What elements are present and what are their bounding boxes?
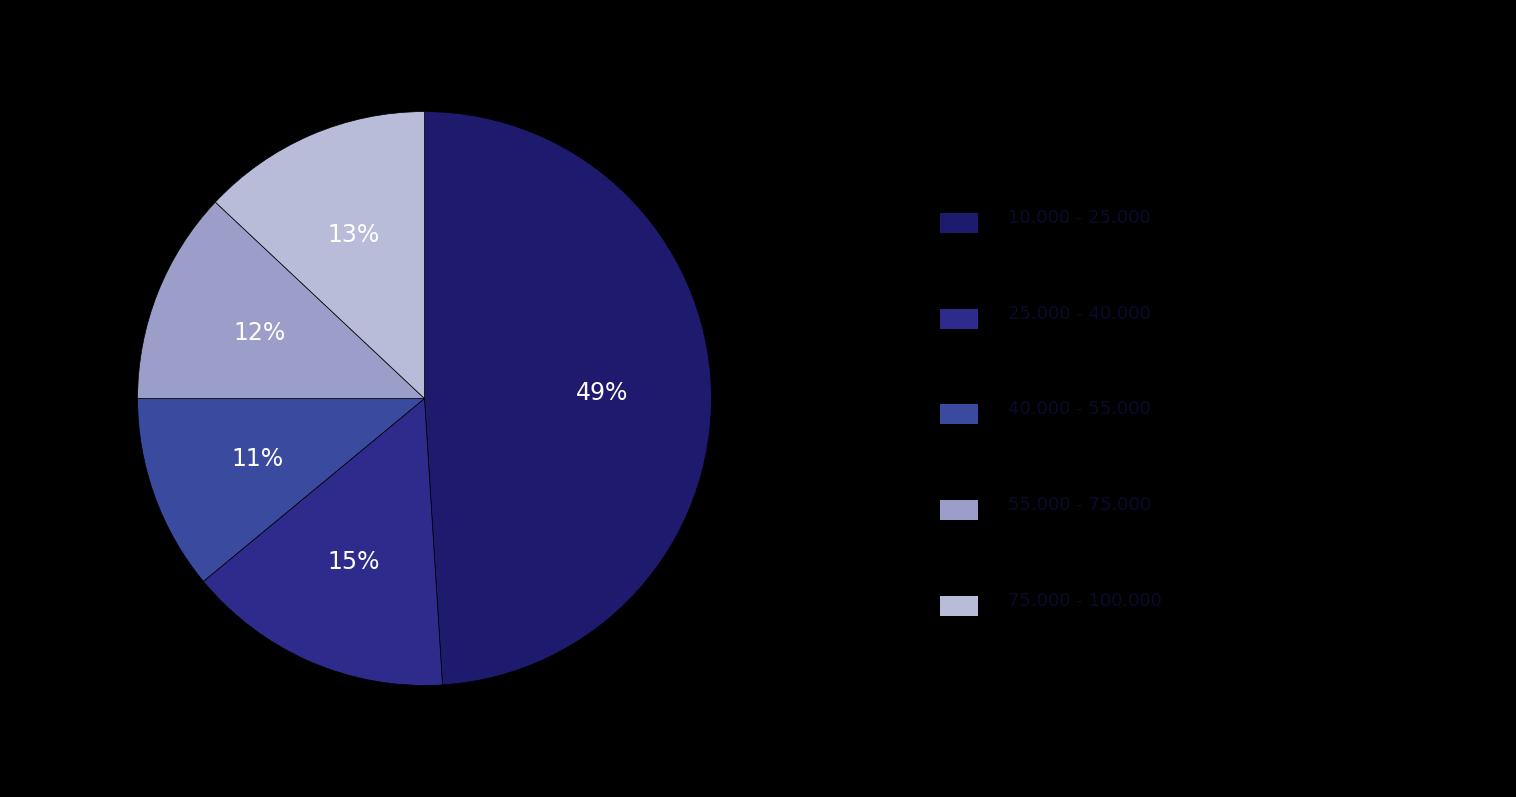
FancyBboxPatch shape [940,596,978,615]
FancyBboxPatch shape [940,214,978,233]
Text: 15%: 15% [327,550,381,574]
Text: 10.000 - 25.000: 10.000 - 25.000 [1008,209,1151,227]
Wedge shape [138,398,424,581]
Text: 49%: 49% [576,381,629,405]
Wedge shape [215,112,424,398]
Text: 11%: 11% [230,447,283,471]
Wedge shape [203,398,443,685]
Wedge shape [138,202,424,398]
FancyBboxPatch shape [940,501,978,520]
FancyBboxPatch shape [940,309,978,328]
Wedge shape [424,112,711,685]
Text: 13%: 13% [327,223,381,247]
Text: 75.000 - 100.000: 75.000 - 100.000 [1008,591,1163,610]
FancyBboxPatch shape [940,405,978,425]
Text: 40.000 - 55.000: 40.000 - 55.000 [1008,400,1151,418]
Text: 25.000 - 40.000: 25.000 - 40.000 [1008,304,1151,323]
Text: 12%: 12% [233,321,285,345]
Text: 55.000 - 75.000: 55.000 - 75.000 [1008,496,1151,514]
